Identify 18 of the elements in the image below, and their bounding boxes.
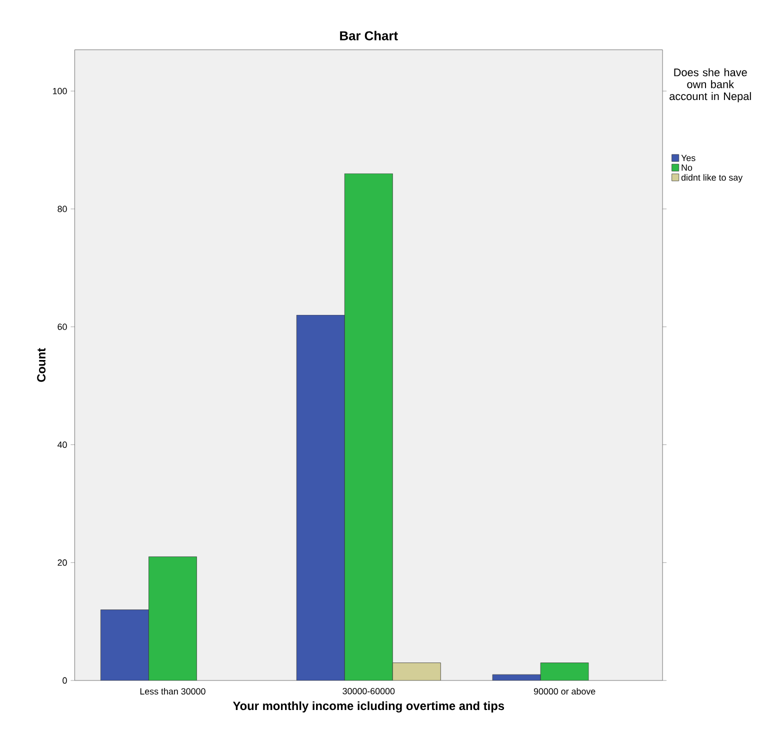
legend-label: didnt like to say bbox=[681, 174, 743, 182]
y-tick-label: 40 bbox=[57, 441, 67, 448]
chart-title: Bar Chart bbox=[340, 30, 398, 40]
legend-label: Yes bbox=[681, 154, 696, 162]
y-tick-label: 100 bbox=[53, 88, 67, 94]
legend-title: Does she have own bank account in Nepal bbox=[670, 68, 751, 102]
x-tick-label: 30000-60000 bbox=[342, 688, 395, 694]
bar bbox=[296, 314, 345, 680]
x-tick-label: Less than 30000 bbox=[140, 688, 206, 694]
x-axis-title: Your monthly income icluding overtime and tips bbox=[232, 701, 504, 712]
y-axis-title: Count bbox=[37, 348, 46, 382]
bar bbox=[100, 609, 149, 680]
y-tick-label: 20 bbox=[58, 559, 67, 566]
y-tick-label: 0 bbox=[62, 677, 67, 684]
legend-label: No bbox=[682, 164, 692, 171]
y-tick-label: 80 bbox=[58, 206, 67, 212]
x-tick-label: 90000 or above bbox=[534, 688, 596, 694]
y-tick-label: 60 bbox=[58, 324, 67, 330]
